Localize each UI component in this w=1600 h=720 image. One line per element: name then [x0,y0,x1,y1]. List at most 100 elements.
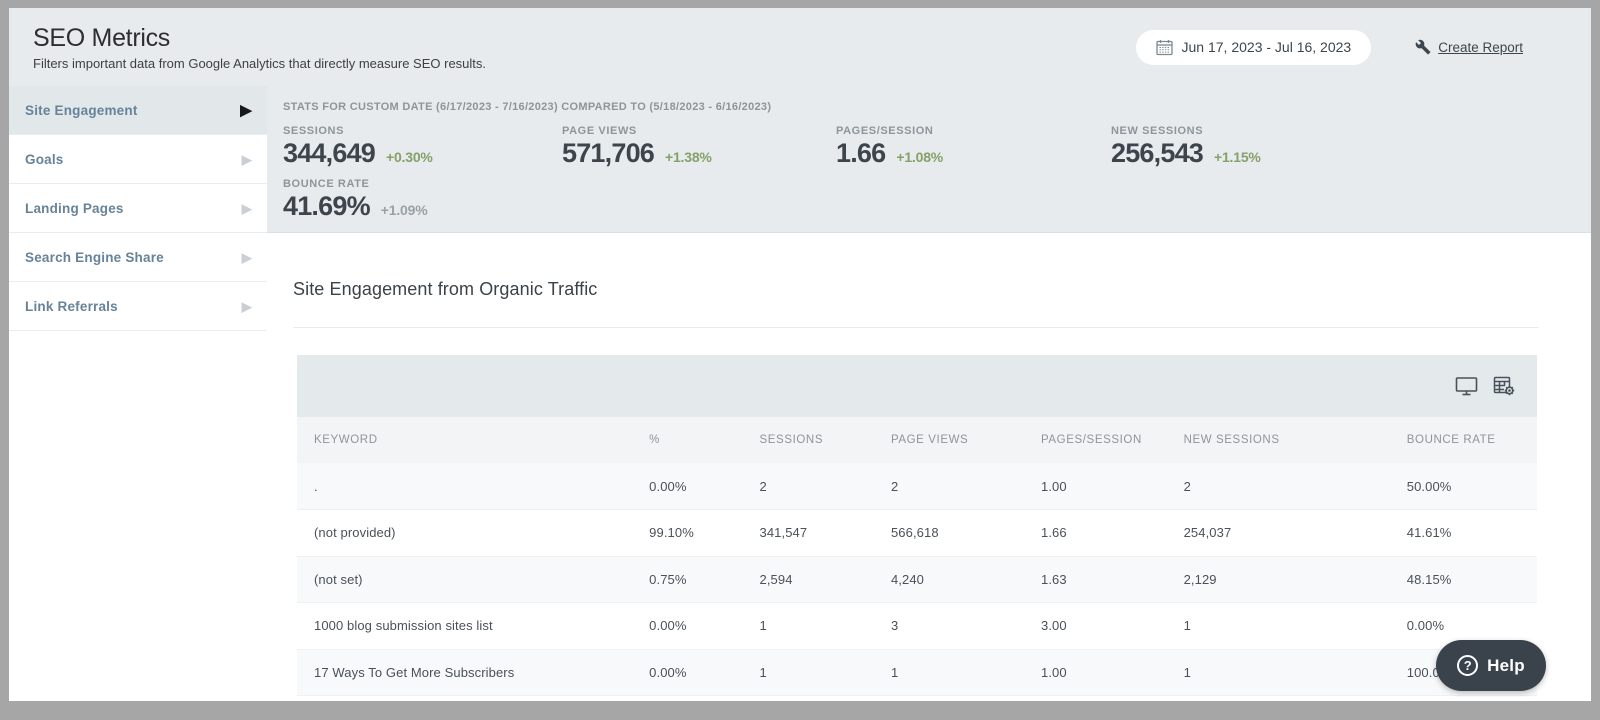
table-cell: 99.10% [649,509,760,557]
table-cell: 254,037 [1183,509,1407,557]
question-mark-icon: ? [1457,655,1479,676]
metric-page-views: PAGE VIEWS 571,706 +1.38% [562,125,836,169]
table-row: (not provided) 99.10% 341,547 566,618 1.66 25… [297,509,1537,557]
metric-label: BOUNCE RATE [283,178,370,190]
table-cell: 1000 blog submission sites list [297,602,650,650]
create-report-button[interactable]: Create Report [1415,39,1523,55]
date-range-label: Jun 17, 2023 - Jul 16, 2023 [1181,39,1352,55]
metric-value: 41.69% [283,191,371,221]
metric-label: PAGE VIEWS [562,125,637,137]
table-row: (not set) 0.75% 2,594 4,240 1.63 2,129 48.15% [297,556,1537,603]
help-button[interactable]: ? Help [1436,640,1546,691]
table-toolbar [297,355,1537,417]
table-cell: 1 [890,649,1041,696]
chevron-right-icon: ▶ [241,249,252,265]
metric-label: PAGES/SESSION [836,125,934,137]
table-cell: 2 [759,463,891,510]
metric-bounce-rate: BOUNCE RATE 41.69% +1.09% [283,178,562,222]
column-header-sessions: SESSIONS [759,417,891,463]
wrench-icon [1415,39,1431,55]
header-actions: Jun 17, 2023 - Jul 16, 2023 Create Repor… [1135,29,1591,65]
page-subtitle: Filters important data from Google Analy… [33,55,487,71]
sidebar-item-goals[interactable]: Goals ▶ [9,135,267,184]
table-cell: 48.15% [1406,556,1537,603]
help-label: Help [1487,655,1525,675]
column-header-page-views: PAGE VIEWS [890,417,1041,463]
table-cell: (not set) [297,556,650,603]
table-cell: 1 [1183,602,1407,650]
metric-value: 1.66 [836,138,886,168]
table-cell: 566,618 [890,509,1041,557]
table-cell: 0.75% [649,556,760,603]
chevron-right-icon: ▶ [241,298,252,314]
metrics-grid: SESSIONS 344,649 +0.30% PAGE VIEWS 571,7… [283,125,1591,222]
table-settings-icon[interactable] [1493,376,1515,396]
content-area: STATS FOR CUSTOM DATE (6/17/2023 - 7/16/… [267,86,1591,701]
table-cell: 1 [1183,649,1407,696]
table-cell: 1.00 [1040,649,1184,696]
sidebar-item-label: Link Referrals [25,298,118,314]
sidebar-item-label: Search Engine Share [25,249,164,265]
chevron-right-icon: ▶ [241,151,252,167]
metric-label: SESSIONS [283,125,345,137]
sidebar-item-landing-pages[interactable]: Landing Pages ▶ [9,184,267,233]
sidebar-nav: Site Engagement ▶ Goals ▶ Landing Pages … [9,86,267,701]
table-cell: 0.00% [649,602,760,650]
sidebar-item-label: Site Engagement [25,102,138,118]
metric-delta: +0.30% [386,149,433,165]
column-header-: % [649,417,760,463]
metric-value: 256,543 [1111,138,1204,168]
table-cell: 2,129 [1183,556,1407,603]
table-cell: 1.00 [1040,463,1184,510]
table-cell: 341,547 [759,509,891,557]
table-row: 17 Ways To Get More Subscribers 0.00% 1 1 1.… [297,649,1537,696]
sidebar-item-label: Goals [25,151,64,167]
page-title-block: SEO Metrics Filters important data from … [33,24,486,71]
table-row: 1000 blog submission sites list 0.00% 1 3 3.… [297,602,1537,650]
column-header-keyword: KEYWORD [297,417,650,463]
metric-value: 571,706 [562,138,655,168]
date-range-picker[interactable]: Jun 17, 2023 - Jul 16, 2023 [1135,29,1372,65]
column-header-pages-session: PAGES/SESSION [1040,417,1184,463]
table-cell: 3.00 [1040,602,1184,650]
table-cell: 41.61% [1406,509,1537,557]
metric-delta: +1.38% [665,149,712,165]
table-cell: 50.00% [1406,463,1537,510]
table-row: . 0.00% 2 2 1.00 2 50.00% [297,463,1537,510]
sidebar-item-site-engagement[interactable]: Site Engagement ▶ [9,86,267,135]
sidebar-item-link-referrals[interactable]: Link Referrals ▶ [9,282,267,331]
metric-new-sessions: NEW SESSIONS 256,543 +1.15% [1111,125,1391,169]
metric-value: 344,649 [283,138,376,168]
table-cell: 0.00% [649,649,760,696]
table-cell: 4,240 [890,556,1041,603]
table-cell: . [297,463,650,510]
metric-delta: +1.08% [896,149,944,165]
table-cell: 2 [890,463,1041,510]
table-cell: 2,594 [759,556,891,603]
table-cell: (not provided) [297,509,650,557]
table-header-row: KEYWORD% SESSIONS PAGE VIEWS PAGES/SESSION N… [297,417,1537,463]
keywords-table: KEYWORD% SESSIONS PAGE VIEWS PAGES/SESSION N… [297,417,1537,696]
table-cell: 1.66 [1040,509,1184,557]
monitor-icon[interactable] [1455,376,1478,396]
table-cell: 1 [759,602,891,650]
page-header: SEO Metrics Filters important data from … [9,8,1591,86]
stats-compare-line: STATS FOR CUSTOM DATE (6/17/2023 - 7/16/… [283,101,772,113]
calendar-icon [1155,39,1173,56]
table-cell: 3 [890,602,1041,650]
chevron-right-icon: ▶ [240,101,252,119]
table-cell: 1.63 [1040,556,1184,603]
section-title: Site Engagement from Organic Traffic [293,279,598,299]
sidebar-item-search-engine-share[interactable]: Search Engine Share ▶ [9,233,267,282]
column-header-new-sessions: NEW SESSIONS [1183,417,1407,463]
metric-delta: +1.09% [380,202,428,218]
chevron-right-icon: ▶ [241,200,252,216]
page-title: SEO Metrics [33,23,170,52]
app-window: SEO Metrics Filters important data from … [9,8,1591,701]
metric-label: NEW SESSIONS [1111,125,1204,137]
metric-pages-session: PAGES/SESSION 1.66 +1.08% [836,125,1111,169]
table-cell: 17 Ways To Get More Subscribers [297,649,650,696]
metric-delta: +1.15% [1214,149,1261,165]
column-header-bounce-rate: BOUNCE RATE [1406,417,1537,463]
section-header: Site Engagement from Organic Traffic [293,279,1539,328]
